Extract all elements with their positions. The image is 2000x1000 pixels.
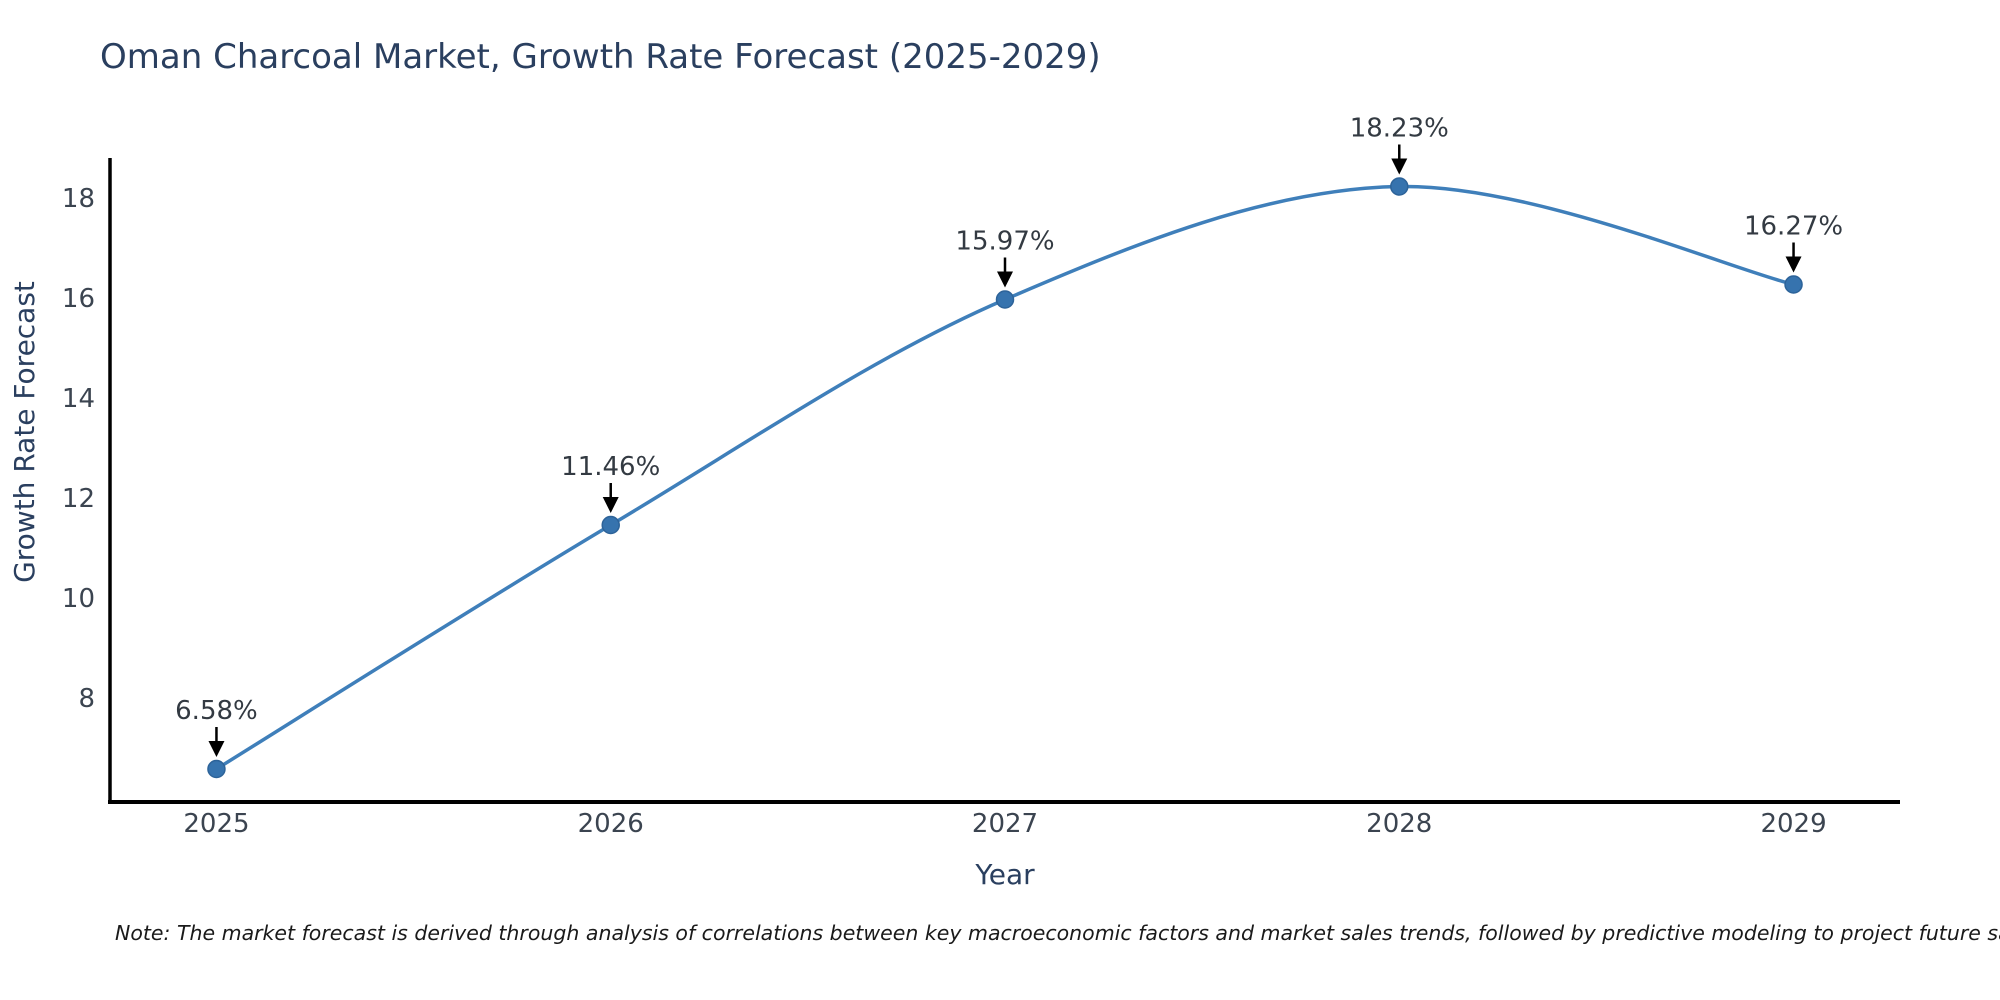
data-point-label: 18.23% <box>1350 114 1449 144</box>
y-tick-label: 8 <box>78 684 95 714</box>
data-point-label: 15.97% <box>955 227 1054 257</box>
x-axis-title: Year <box>974 858 1035 891</box>
y-tick-label: 16 <box>62 284 95 314</box>
x-axis-ticks: 2025 2026 2027 2028 2029 <box>183 809 1826 839</box>
data-point[interactable] <box>1390 177 1409 196</box>
footnote: Note: The market forecast is derived thr… <box>115 921 2000 945</box>
y-tick-label: 14 <box>62 384 95 414</box>
y-axis-ticks: 8 10 12 14 16 18 <box>62 184 95 714</box>
x-tick-label: 2026 <box>578 809 644 839</box>
x-tick-label: 2027 <box>972 809 1038 839</box>
data-point-label: 16.27% <box>1744 212 1843 242</box>
data-point[interactable] <box>207 759 226 779</box>
data-point[interactable] <box>1784 275 1803 294</box>
annotation-arrowhead <box>997 271 1013 288</box>
annotation-arrowhead <box>1391 158 1408 175</box>
x-tick-label: 2025 <box>183 809 249 839</box>
data-point-label: 6.58% <box>175 696 258 726</box>
annotation-arrowhead <box>208 741 225 757</box>
y-tick-label: 18 <box>62 184 95 214</box>
data-points-group <box>207 177 1803 779</box>
annotation-arrowhead <box>602 497 619 513</box>
y-tick-label: 10 <box>62 584 95 614</box>
x-tick-label: 2029 <box>1760 809 1826 839</box>
data-point[interactable] <box>995 290 1015 309</box>
y-tick-label: 12 <box>62 484 95 514</box>
annotation-arrowhead <box>1785 256 1802 273</box>
data-point[interactable] <box>601 515 620 535</box>
data-point-label: 11.46% <box>561 452 660 482</box>
chart-title: Oman Charcoal Market, Growth Rate Foreca… <box>100 37 1101 77</box>
y-axis-title: Growth Rate Forecast <box>8 281 41 583</box>
x-tick-label: 2028 <box>1366 809 1432 839</box>
annotations-group: 6.58% 11.46% 15.97% 18.23% 16.27% <box>175 114 1843 757</box>
